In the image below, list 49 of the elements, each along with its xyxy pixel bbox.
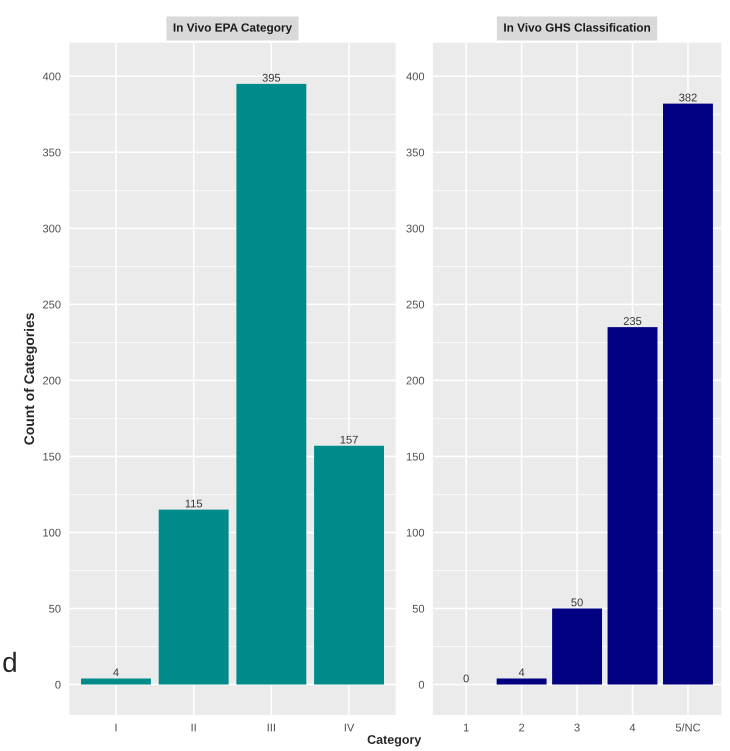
bar: [663, 104, 713, 685]
bar: [236, 84, 306, 685]
y-tick-label: 400: [42, 72, 61, 80]
chart-title: In Vivo EPA Category: [174, 23, 292, 34]
data-label: 115: [186, 500, 202, 508]
y-tick-label: 200: [43, 376, 61, 385]
bar: [81, 678, 151, 685]
y-tick-label: 50: [49, 604, 61, 613]
y-tick-label: 300: [42, 224, 61, 232]
data-label: 157: [340, 436, 358, 444]
x-tick-label: II: [192, 724, 196, 732]
x-tick-label: 4: [630, 724, 636, 732]
y-tick-label: 250: [43, 300, 61, 308]
x-tick-label: IV: [344, 724, 354, 732]
data-label: 382: [679, 94, 697, 102]
y-tick-label: 100: [406, 528, 424, 537]
y-tick-label: 400: [406, 72, 424, 80]
y-tick-label: 150: [43, 452, 61, 461]
bar: [608, 327, 658, 685]
bar: [552, 608, 602, 685]
y-tick-label: 100: [43, 528, 61, 537]
data-label: 235: [624, 317, 642, 325]
x-tick-label: 5/NC: [676, 723, 700, 732]
bar: [314, 446, 384, 685]
y-tick-label: 0: [418, 680, 424, 689]
y-tick-label: 250: [406, 300, 424, 308]
x-tick-label: 1: [464, 724, 469, 732]
x-tick-label: I: [115, 724, 116, 732]
text: d: [3, 652, 16, 672]
bar: [496, 678, 547, 685]
data-label: 4: [518, 668, 524, 676]
data-label: 50: [571, 598, 583, 606]
x-tick-label: 2: [519, 724, 524, 732]
y-tick-label: 50: [412, 604, 424, 613]
x-axis-title: Category: [368, 735, 422, 746]
y-tick-label: 0: [55, 680, 61, 689]
data-label: 395: [262, 74, 280, 82]
x-tick-label: 3: [574, 724, 580, 732]
y-tick-label: 150: [406, 452, 424, 461]
chart-title: In Vivo GHS Classification: [504, 23, 650, 32]
y-tick-label: 200: [406, 376, 424, 385]
x-tick-label: III: [268, 724, 275, 732]
y-tick-label: 350: [42, 148, 61, 156]
y-tick-label: 300: [406, 224, 424, 232]
bar: [158, 510, 229, 685]
data-label: 0: [464, 674, 469, 682]
y-axis-title: Count of Categories: [24, 313, 37, 445]
data-label: 4: [113, 668, 119, 676]
y-tick-label: 350: [406, 148, 424, 156]
